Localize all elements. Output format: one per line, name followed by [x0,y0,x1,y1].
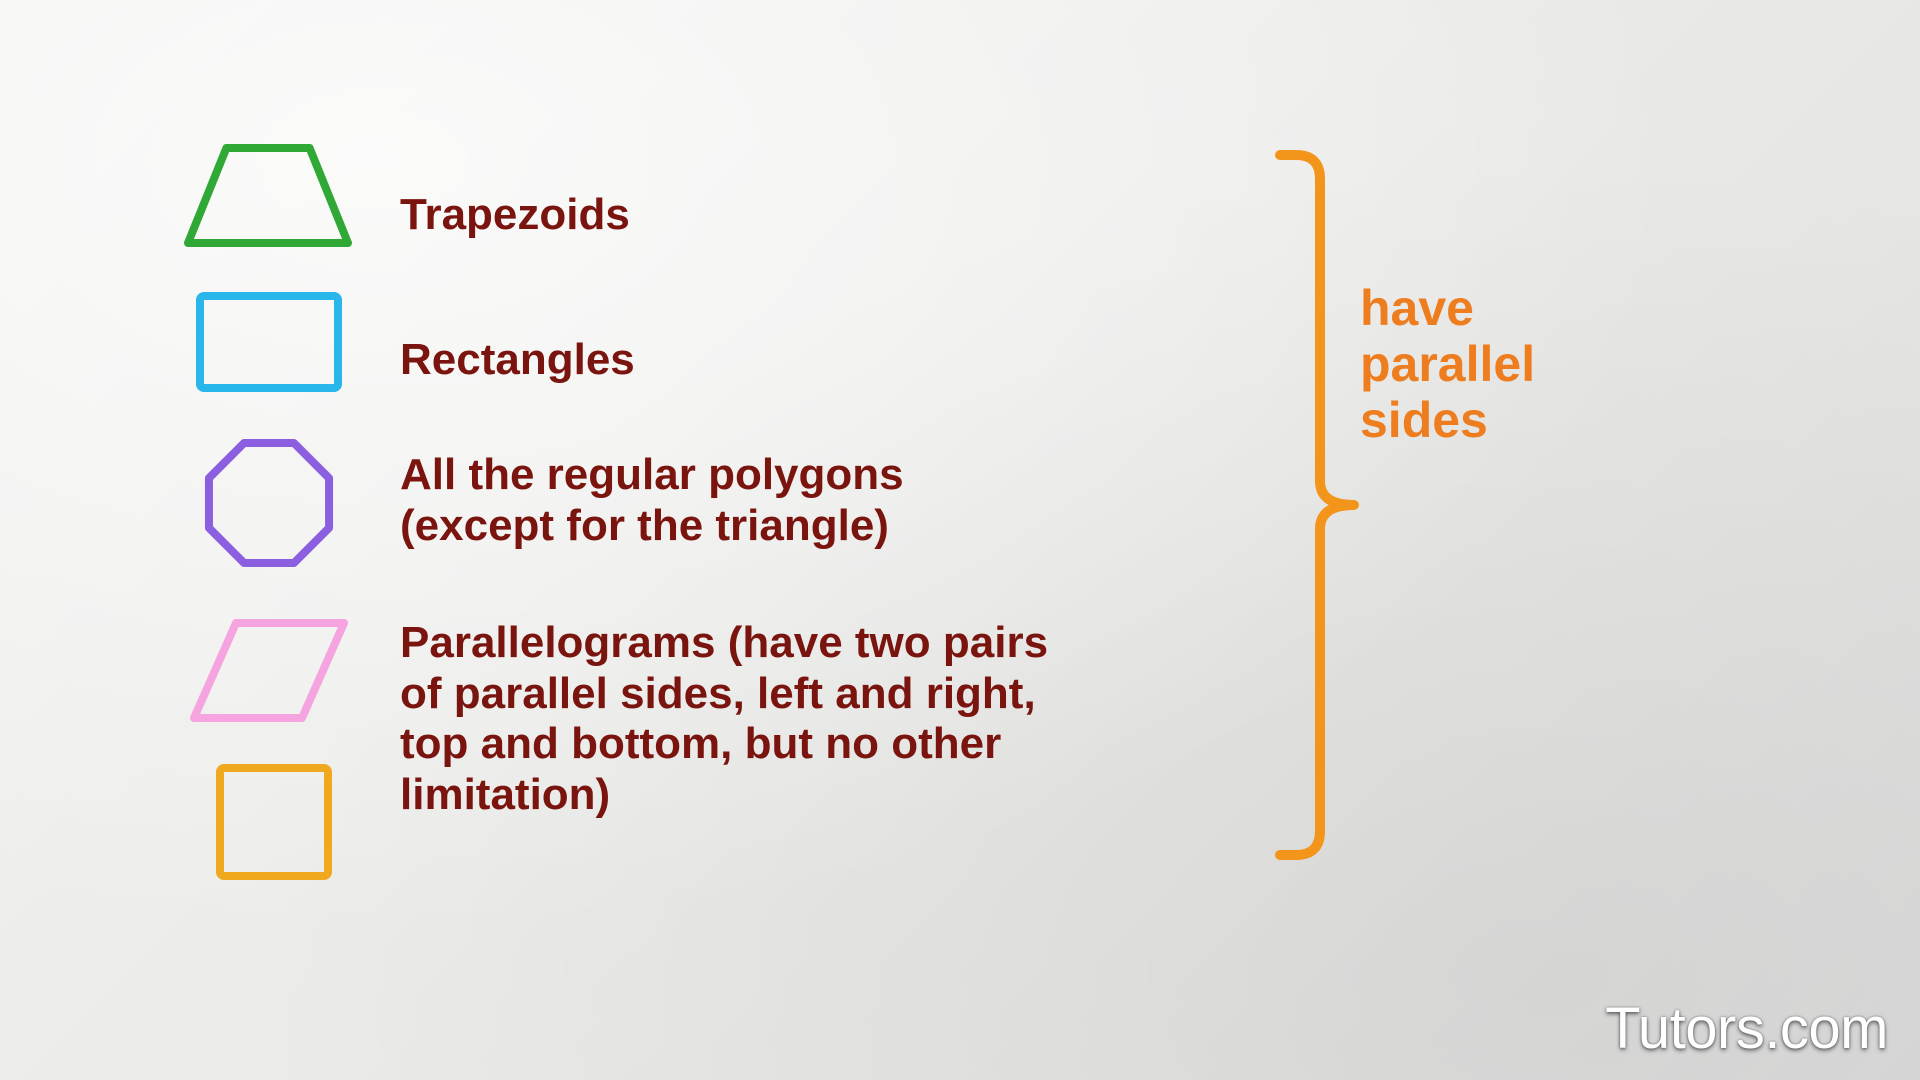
rectangle-icon [192,288,346,396]
shape-label-parallelogram: Parallelograms (have two pairsof paralle… [400,618,1048,820]
shape-label-octagon: All the regular polygons(except for the … [400,450,904,551]
shape-label-trapezoid: Trapezoids [400,190,630,241]
watermark-text: Tutors.com [1605,995,1888,1062]
curly-brace-icon [1270,145,1370,865]
summary-text: haveparallelsides [1360,280,1535,448]
octagon-icon [196,430,342,576]
parallelogram-icon [186,615,352,726]
shape-label-rectangle: Rectangles [400,335,635,386]
trapezoid-icon [180,140,356,251]
square-icon [212,760,336,884]
